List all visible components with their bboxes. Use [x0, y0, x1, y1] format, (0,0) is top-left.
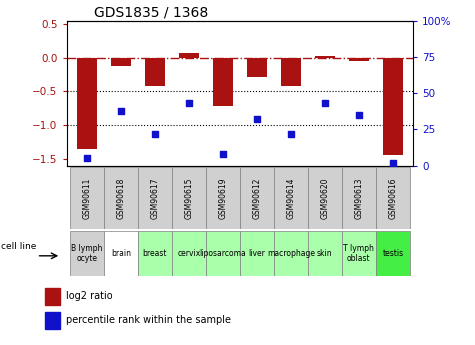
Bar	[172, 231, 206, 276]
Text: GSM90613: GSM90613	[354, 178, 363, 219]
Text: liver: liver	[248, 249, 266, 258]
Bar	[213, 58, 233, 106]
Bar	[104, 231, 138, 276]
Bar	[172, 167, 206, 229]
Bar	[76, 58, 97, 149]
Point	[355, 112, 362, 118]
Text: GSM90619: GSM90619	[218, 178, 228, 219]
Text: GSM90616: GSM90616	[389, 178, 398, 219]
Bar	[383, 58, 403, 156]
Text: brain: brain	[111, 249, 131, 258]
Bar	[45, 312, 60, 329]
Bar	[342, 231, 376, 276]
Text: breast: breast	[142, 249, 167, 258]
Bar	[314, 56, 335, 58]
Bar	[308, 167, 342, 229]
Bar	[45, 288, 60, 305]
Text: GSM90614: GSM90614	[286, 178, 295, 219]
Text: log2 ratio: log2 ratio	[66, 291, 113, 301]
Point	[185, 100, 193, 106]
Text: percentile rank within the sample: percentile rank within the sample	[66, 315, 231, 325]
Text: GSM90617: GSM90617	[151, 178, 160, 219]
Point	[253, 117, 261, 122]
Bar	[349, 58, 369, 61]
Point	[287, 131, 294, 137]
Text: GSM90620: GSM90620	[320, 178, 329, 219]
Bar	[240, 167, 274, 229]
Bar	[70, 167, 104, 229]
Point	[321, 100, 329, 106]
Text: liposarcoma: liposarcoma	[200, 249, 246, 258]
Text: GSM90618: GSM90618	[116, 178, 125, 219]
Text: GSM90611: GSM90611	[82, 178, 91, 219]
Text: cell line: cell line	[1, 242, 37, 252]
Bar	[138, 167, 172, 229]
Bar	[247, 58, 267, 77]
Text: cervix: cervix	[177, 249, 200, 258]
Bar	[376, 231, 410, 276]
Bar	[342, 167, 376, 229]
Bar	[179, 53, 199, 58]
Point	[151, 131, 159, 137]
Bar	[240, 231, 274, 276]
Bar	[145, 58, 165, 86]
Bar	[70, 231, 104, 276]
Text: GSM90615: GSM90615	[184, 178, 193, 219]
Point	[219, 151, 227, 157]
Point	[389, 160, 397, 166]
Bar	[281, 58, 301, 86]
Text: macrophage: macrophage	[267, 249, 315, 258]
Bar	[274, 231, 308, 276]
Text: testis: testis	[382, 249, 403, 258]
Text: B lymph
ocyte: B lymph ocyte	[71, 244, 103, 263]
Bar	[206, 231, 240, 276]
Point	[117, 108, 125, 113]
Text: skin: skin	[317, 249, 332, 258]
Bar	[274, 167, 308, 229]
Bar	[376, 167, 410, 229]
Bar	[308, 231, 342, 276]
Bar	[206, 167, 240, 229]
Bar	[138, 231, 172, 276]
Text: GDS1835 / 1368: GDS1835 / 1368	[94, 6, 209, 20]
Bar	[104, 167, 138, 229]
Text: GSM90612: GSM90612	[252, 178, 261, 219]
Bar	[111, 58, 131, 66]
Text: T lymph
oblast: T lymph oblast	[343, 244, 374, 263]
Point	[83, 156, 91, 161]
